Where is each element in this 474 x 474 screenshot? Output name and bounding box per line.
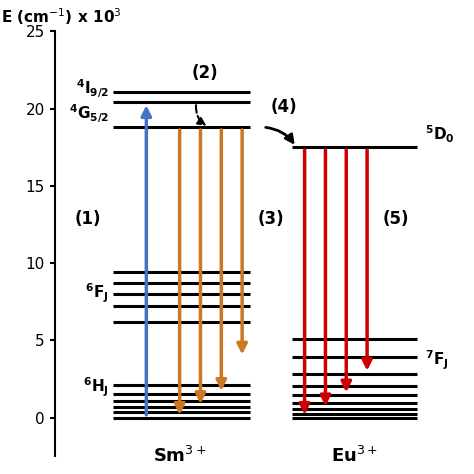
Text: Eu$^{3+}$: Eu$^{3+}$ [331,446,378,465]
Text: $\mathbf{^4G_{5/2}}$: $\mathbf{^4G_{5/2}}$ [69,102,109,125]
Text: (1): (1) [75,210,101,228]
Text: (2): (2) [191,64,218,82]
Text: (4): (4) [271,98,297,116]
Text: $\mathbf{^6H_J}$: $\mathbf{^6H_J}$ [83,376,109,399]
Text: (3): (3) [258,210,284,228]
Text: Sm$^{3+}$: Sm$^{3+}$ [153,446,207,465]
Text: (5): (5) [383,210,410,228]
Text: $\mathbf{^4I_{9/2}}$: $\mathbf{^4I_{9/2}}$ [75,77,109,100]
Text: $\mathbf{^5D_0}$: $\mathbf{^5D_0}$ [425,123,455,145]
Text: $\mathbf{^6F_J}$: $\mathbf{^6F_J}$ [85,282,109,305]
Text: $\mathbf{^7F_J}$: $\mathbf{^7F_J}$ [425,349,449,372]
Text: E (cm$^{-1}$) x 10$^3$: E (cm$^{-1}$) x 10$^3$ [1,6,122,27]
